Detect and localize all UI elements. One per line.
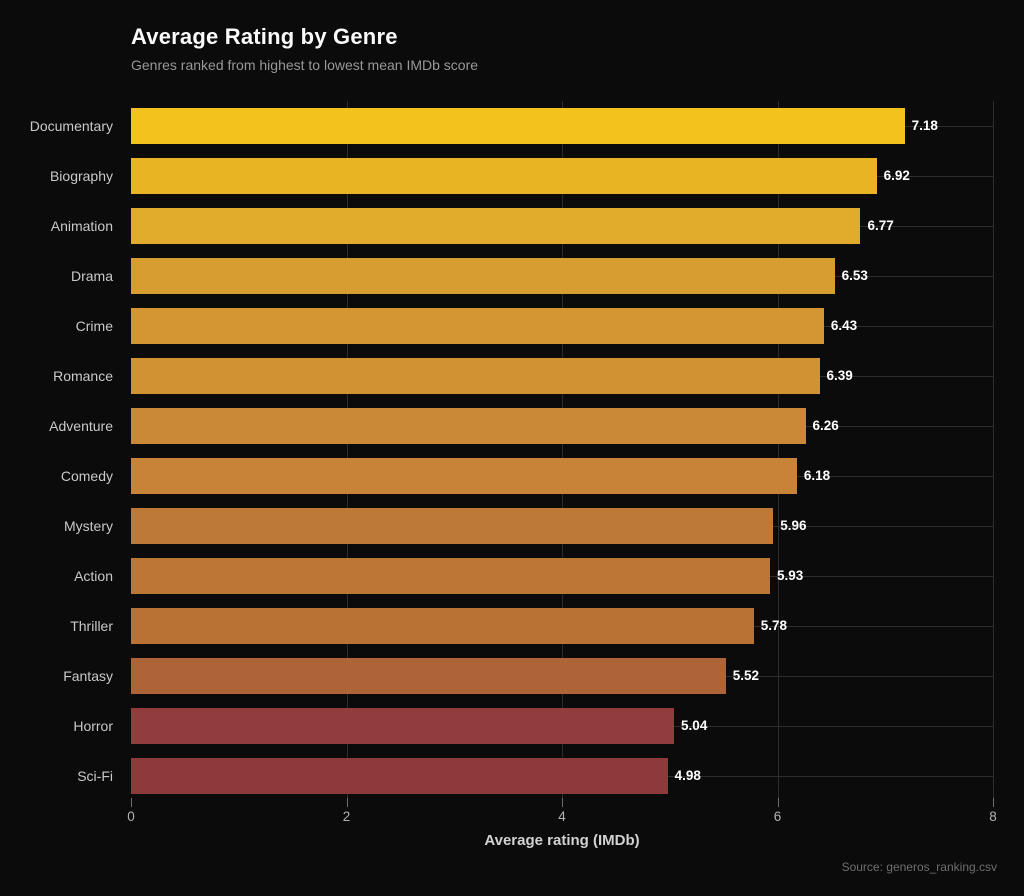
bar-animation[interactable] [131,208,861,244]
category-label: Crime [75,318,113,334]
category-label: Animation [50,218,113,234]
x-axis-tick [562,798,563,807]
category-label: Comedy [60,468,113,484]
x-tick-label: 6 [773,809,782,824]
vertical-gridline [346,101,348,801]
chart-subtitle: Genres ranked from highest to lowest mea… [131,57,479,73]
x-tick-label: 0 [127,809,135,824]
bar-adventure[interactable] [131,408,806,444]
category-label: Sci-Fi [77,768,113,784]
category-label: Biography [49,168,113,184]
bar-value-label: 5.78 [760,618,788,633]
bar-value-label: 5.96 [780,518,807,533]
x-axis-label: Average rating (IMDb) [484,832,640,849]
bar-comedy[interactable] [131,458,797,494]
bar-mystery[interactable] [131,508,774,544]
plot-area: 0 2 4 6 8 7.18 6.92 6.77 6.53 6.43 6.39 6.26 6.18 5.9… [127,101,997,824]
category-label: Horror [73,718,113,734]
bar-value-label: 6.39 [826,368,853,383]
category-label: Documentary [29,118,113,134]
bar-action[interactable] [131,558,770,594]
bar-romance[interactable] [131,358,820,394]
chart-title: Average Rating by Genre [131,24,398,49]
x-axis-tick [131,798,132,807]
x-axis-tick [777,798,779,807]
category-label: Fantasy [63,668,113,684]
bar-value-label: 5.93 [776,568,804,583]
vertical-gridline [777,101,779,801]
category-label: Drama [70,268,113,284]
bar-crime[interactable] [131,308,824,344]
x-tick-label: 8 [989,809,997,824]
bar-drama[interactable] [131,258,835,294]
x-axis-tick [346,798,348,807]
bar-fantasy[interactable] [131,658,726,694]
x-tick-label: 4 [558,809,566,824]
category-label: Adventure [49,418,113,434]
bar-value-label: 6.77 [867,218,894,233]
x-axis-tick [993,798,994,807]
vertical-gridline [562,101,563,801]
bar-value-label: 6.53 [841,268,868,283]
category-label: Mystery [64,518,113,534]
source-note: Source: generos_ranking.csv [841,860,997,874]
category-label: Thriller [70,618,113,634]
bar-sci-fi[interactable] [131,758,668,794]
bar-value-label: 6.18 [803,468,831,483]
bar-horror[interactable] [131,708,675,744]
bar-value-label: 5.04 [681,718,708,733]
x-tick-label: 2 [342,809,351,824]
vertical-gridline [993,101,994,801]
bar-biography[interactable] [131,158,877,194]
bar-value-label: 7.18 [911,118,938,133]
bar-value-label: 4.98 [674,768,701,783]
bar-value-label: 6.92 [883,168,910,183]
bar-thriller[interactable] [131,608,754,644]
bar-value-label: 6.43 [830,318,858,333]
bar-value-label: 5.52 [732,668,760,683]
bar-value-label: 6.26 [812,418,839,433]
category-label: Action [74,568,113,584]
category-label: Romance [53,368,113,384]
bar-documentary[interactable] [131,108,905,144]
